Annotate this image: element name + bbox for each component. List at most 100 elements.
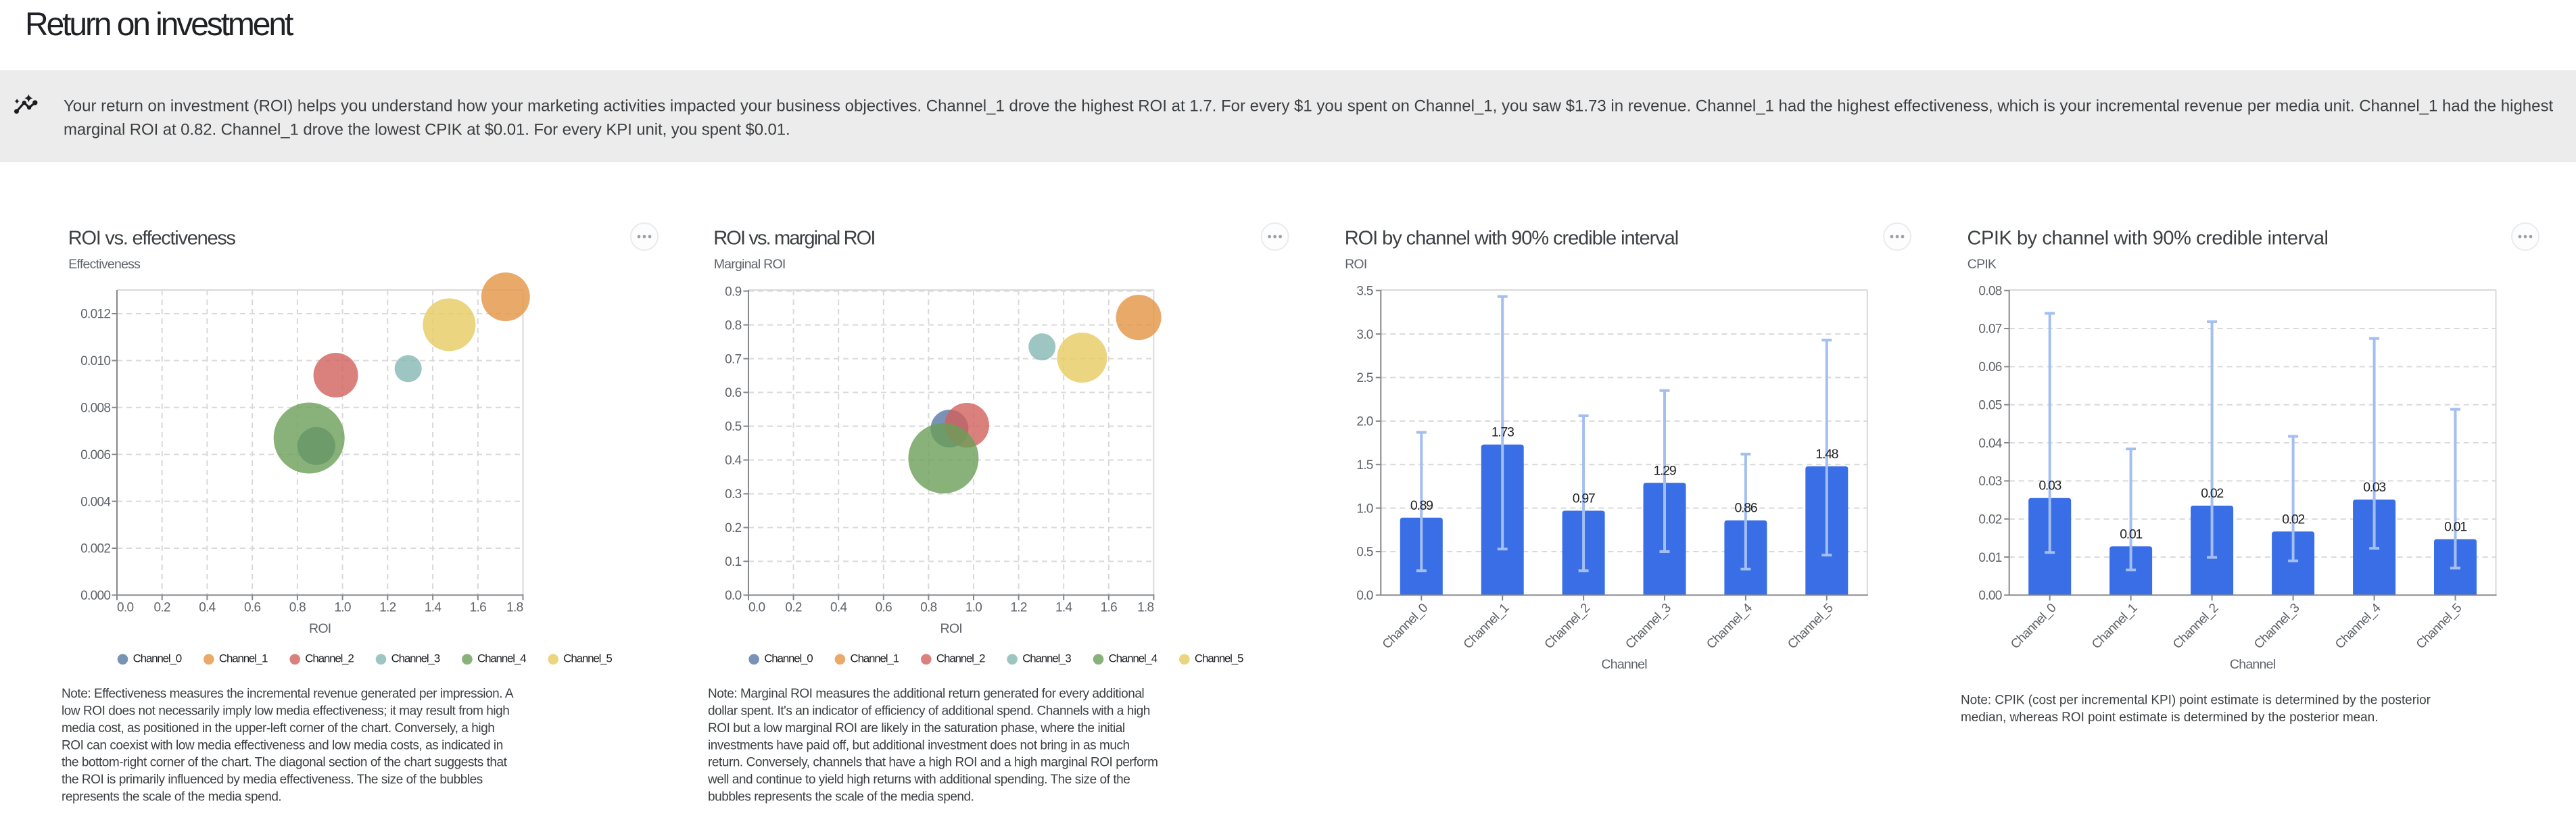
- svg-text:Channel_3: Channel_3: [1022, 652, 1071, 665]
- svg-text:Channel_3: Channel_3: [2251, 601, 2302, 652]
- svg-text:CPIK: CPIK: [1967, 257, 1997, 272]
- svg-text:Channel_2: Channel_2: [1542, 601, 1593, 652]
- svg-text:1.48: 1.48: [1815, 447, 1838, 462]
- svg-text:1.29: 1.29: [1654, 463, 1676, 478]
- svg-text:ROI: ROI: [940, 621, 961, 636]
- svg-text:0.4: 0.4: [199, 601, 216, 615]
- svg-text:0.5: 0.5: [1356, 546, 1373, 560]
- svg-text:Channel_5: Channel_5: [1195, 652, 1243, 665]
- svg-text:Channel_1: Channel_1: [851, 652, 899, 665]
- svg-text:1.0: 1.0: [334, 601, 350, 615]
- svg-text:dollar spent. It's an indicato: dollar spent. It's an indicator of effic…: [708, 704, 1150, 719]
- svg-text:0.0: 0.0: [117, 601, 133, 615]
- svg-text:Effectiveness: Effectiveness: [68, 257, 141, 272]
- svg-text:low ROI does not necessarily i: low ROI does not necessarily imply low m…: [62, 704, 509, 719]
- svg-text:0.06: 0.06: [1978, 360, 2001, 374]
- svg-text:0.01: 0.01: [2120, 527, 2142, 541]
- svg-text:0.08: 0.08: [1978, 284, 2001, 298]
- svg-text:1.2: 1.2: [1010, 601, 1026, 615]
- svg-text:well and continue to yield hig: well and continue to yield high returns …: [707, 773, 1130, 787]
- svg-text:Channel_1: Channel_1: [1461, 601, 1512, 652]
- svg-text:Channel_2: Channel_2: [2170, 601, 2221, 652]
- svg-text:0.002: 0.002: [80, 542, 110, 556]
- svg-text:CPIK by channel with 90% credi: CPIK by channel with 90% credible interv…: [1967, 228, 2329, 249]
- svg-text:0.97: 0.97: [1573, 491, 1595, 506]
- svg-text:Channel_2: Channel_2: [305, 652, 354, 665]
- svg-text:0.2: 0.2: [154, 601, 170, 615]
- svg-text:Channel: Channel: [2230, 657, 2276, 672]
- svg-text:Channel_4: Channel_4: [1704, 600, 1755, 652]
- svg-text:ROI vs. marginal ROI: ROI vs. marginal ROI: [713, 228, 874, 249]
- svg-text:0.02: 0.02: [1978, 512, 2001, 527]
- svg-text:the ROI is primarily influence: the ROI is primarily influenced by media…: [62, 773, 483, 787]
- svg-text:1.6: 1.6: [470, 601, 486, 615]
- svg-text:0.6: 0.6: [876, 601, 892, 615]
- svg-text:0.01: 0.01: [1978, 551, 2001, 565]
- svg-text:3.5: 3.5: [1356, 284, 1373, 298]
- svg-text:Channel_0: Channel_0: [1380, 601, 1431, 652]
- svg-text:ROI by channel with 90% credib: ROI by channel with 90% credible interva…: [1345, 228, 1678, 249]
- svg-text:Channel_0: Channel_0: [133, 652, 182, 665]
- svg-text:1.8: 1.8: [1137, 601, 1153, 615]
- svg-text:Marginal ROI: Marginal ROI: [714, 257, 786, 272]
- svg-text:median, whereas ROI point esti: median, whereas ROI point estimate is de…: [1961, 710, 2378, 725]
- svg-text:3.0: 3.0: [1356, 328, 1373, 342]
- svg-text:0.2: 0.2: [725, 521, 741, 535]
- svg-text:0.0: 0.0: [748, 601, 765, 615]
- svg-text:0.89: 0.89: [1410, 498, 1433, 513]
- svg-text:Channel_4: Channel_4: [2333, 600, 2384, 652]
- svg-text:0.8: 0.8: [920, 601, 936, 615]
- svg-text:0.3: 0.3: [725, 487, 741, 502]
- svg-text:ROI vs. effectiveness: ROI vs. effectiveness: [68, 228, 236, 249]
- svg-text:Channel_4: Channel_4: [1109, 652, 1158, 665]
- svg-text:0.8: 0.8: [725, 318, 741, 333]
- svg-text:Note: CPIK (cost per increment: Note: CPIK (cost per incremental KPI) po…: [1961, 694, 2431, 708]
- svg-text:represents the scale of the me: represents the scale of the media spend.: [62, 790, 281, 804]
- svg-text:Channel_1: Channel_1: [2089, 601, 2140, 652]
- svg-text:0.008: 0.008: [80, 402, 110, 416]
- svg-text:1.0: 1.0: [965, 601, 982, 615]
- svg-text:0.07: 0.07: [1978, 322, 2001, 337]
- svg-text:0.4: 0.4: [725, 454, 742, 468]
- svg-text:0.7: 0.7: [725, 352, 741, 366]
- svg-text:0.1: 0.1: [725, 555, 741, 569]
- svg-text:0.02: 0.02: [2282, 512, 2304, 527]
- svg-text:0.04: 0.04: [1978, 437, 2002, 451]
- svg-text:0.86: 0.86: [1735, 501, 1757, 516]
- svg-text:0.03: 0.03: [1978, 475, 2001, 489]
- svg-text:0.03: 0.03: [2363, 480, 2385, 495]
- svg-text:0.6: 0.6: [244, 601, 260, 615]
- svg-text:ROI can coexist with low media: ROI can coexist with low media effective…: [62, 738, 503, 752]
- svg-text:ROI but a low marginal ROI are: ROI but a low marginal ROI are likely in…: [708, 721, 1125, 735]
- svg-text:0.2: 0.2: [785, 601, 801, 615]
- svg-text:0.5: 0.5: [725, 420, 741, 434]
- svg-text:Channel_3: Channel_3: [1623, 601, 1673, 652]
- svg-text:Channel_2: Channel_2: [936, 652, 985, 665]
- svg-text:bubbles represents the scale o: bubbles represents the scale of the medi…: [708, 790, 974, 804]
- svg-text:Channel_4: Channel_4: [477, 652, 526, 665]
- svg-text:0.6: 0.6: [725, 386, 741, 400]
- svg-text:marginal ROI at 0.82. Channel_: marginal ROI at 0.82. Channel_1 drove th…: [64, 121, 790, 139]
- svg-text:0.010: 0.010: [80, 354, 110, 368]
- svg-text:Channel_5: Channel_5: [563, 652, 612, 665]
- svg-text:0.0: 0.0: [725, 589, 741, 603]
- svg-text:ROI: ROI: [1345, 257, 1366, 272]
- svg-text:Note: Marginal ROI measures th: Note: Marginal ROI measures the addition…: [708, 687, 1144, 701]
- svg-text:1.5: 1.5: [1356, 458, 1373, 473]
- svg-text:Note: Effectiveness measures t: Note: Effectiveness measures the increme…: [62, 687, 514, 701]
- svg-text:Channel_0: Channel_0: [764, 652, 813, 665]
- svg-text:Channel_5: Channel_5: [2414, 601, 2464, 652]
- svg-text:Return on investment: Return on investment: [25, 7, 293, 43]
- svg-text:investments have paid off, but: investments have paid off, but additiona…: [708, 738, 1130, 752]
- svg-text:0.9: 0.9: [725, 285, 741, 299]
- svg-text:1.73: 1.73: [1492, 425, 1514, 440]
- svg-text:0.004: 0.004: [80, 495, 111, 509]
- svg-text:Channel_5: Channel_5: [1785, 601, 1836, 652]
- svg-text:1.4: 1.4: [425, 601, 442, 615]
- svg-text:0.012: 0.012: [80, 308, 110, 322]
- svg-text:media cost, as positioned in t: media cost, as positioned in the upper-l…: [62, 721, 494, 735]
- svg-text:0.000: 0.000: [80, 589, 110, 603]
- svg-text:0.00: 0.00: [1978, 589, 2001, 603]
- svg-text:0.006: 0.006: [80, 448, 110, 462]
- svg-text:1.4: 1.4: [1055, 601, 1072, 615]
